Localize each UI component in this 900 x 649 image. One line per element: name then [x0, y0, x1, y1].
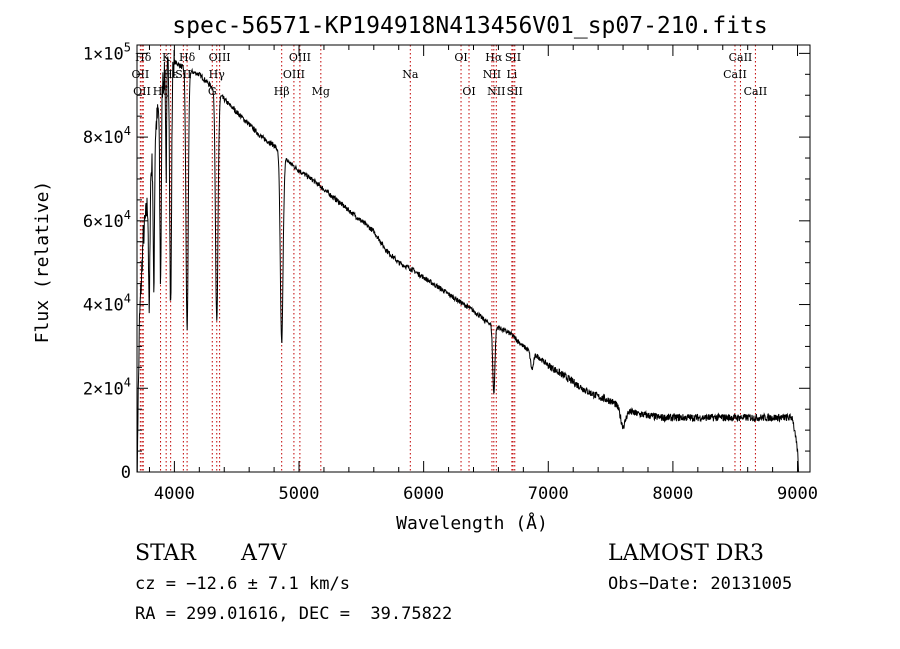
spectral-line-label: NII	[487, 85, 505, 98]
y-tick-mantissa: 6×10	[83, 212, 124, 232]
spectral-line-label: OII	[133, 85, 151, 98]
spectral-line-label: Hγ	[209, 68, 226, 81]
y-tick-exponent: 4	[124, 375, 131, 389]
spectral-line-label: Mg	[312, 85, 330, 98]
spectral-line-label: K	[162, 51, 171, 64]
x-tick-label: 4000	[154, 484, 195, 504]
y-tick-label: 6×104	[83, 208, 131, 232]
spectral-line-label: SII	[507, 85, 523, 98]
coordinates: RA = 299.01616, DEC = 39.75822	[135, 604, 452, 624]
survey-name: LAMOST DR3	[608, 541, 764, 566]
observation-date: Obs−Date: 20131005	[608, 574, 792, 594]
x-axis-label: Wavelength (Å)	[396, 512, 548, 534]
spectral-line-label: CaII	[729, 51, 753, 64]
spectral-line-label: G	[208, 85, 217, 98]
spectral-line-label: OI	[454, 51, 467, 64]
spectral-line-label: Na	[402, 68, 419, 81]
x-tick-label: 9000	[777, 484, 818, 504]
x-tick-label: 6000	[403, 484, 444, 504]
y-tick-mantissa: 2×10	[83, 379, 124, 399]
spectral-line-label: Hδ	[135, 51, 152, 64]
y-tick-label: 1×105	[83, 40, 131, 64]
y-tick-mantissa: 8×10	[83, 128, 124, 148]
spectral-line-label: Li	[506, 68, 517, 81]
spectral-line-label: OIII	[209, 51, 231, 64]
x-tick-label: 7000	[528, 484, 569, 504]
y-tick-label: 2×104	[83, 375, 131, 399]
y-tick-label: 0	[121, 463, 131, 483]
x-tick-label: 5000	[279, 484, 320, 504]
y-tick-exponent: 4	[124, 292, 131, 306]
y-tick-label: 8×104	[83, 124, 131, 148]
x-tick-label: 8000	[652, 484, 693, 504]
object-subclass: A7V	[240, 541, 288, 566]
spectrum-line	[137, 49, 799, 472]
spectral-line-label: OIII	[289, 51, 311, 64]
redshift-info: cz = −12.6 ± 7.1 km/s	[135, 574, 350, 594]
y-tick-exponent: 5	[124, 40, 131, 54]
spectral-line-label: Hζ	[153, 85, 169, 98]
plot-area: HδOIIOIIKHζHεSIIHδHγGOIIIHβOIIIOIIIMgNaO…	[83, 40, 818, 504]
y-tick-mantissa: 4×10	[83, 296, 124, 316]
y-axis-label: Flux (relative)	[32, 181, 53, 344]
spectral-line-label: Hδ	[179, 51, 196, 64]
y-tick-exponent: 4	[124, 208, 131, 222]
spectral-line-label: SII	[505, 51, 521, 64]
y-tick-mantissa: 0	[121, 463, 131, 483]
spectral-line-label: NII	[483, 68, 501, 81]
y-tick-exponent: 4	[124, 124, 131, 138]
spectral-line-label: CaII	[744, 85, 768, 98]
spectral-line-label: OI	[462, 85, 475, 98]
object-class: STAR	[135, 541, 197, 566]
spectral-line-label: Hα	[485, 51, 503, 64]
plot-frame	[136, 44, 811, 473]
y-tick-mantissa: 1×10	[83, 44, 124, 64]
y-tick-label: 4×104	[83, 292, 131, 316]
spectral-line-label: Hβ	[274, 85, 290, 98]
chart-title: spec-56571-KP194918N413456V01_sp07-210.f…	[172, 13, 767, 39]
spectral-line-label: CaII	[723, 68, 747, 81]
spectral-line-label: OIII	[283, 68, 305, 81]
